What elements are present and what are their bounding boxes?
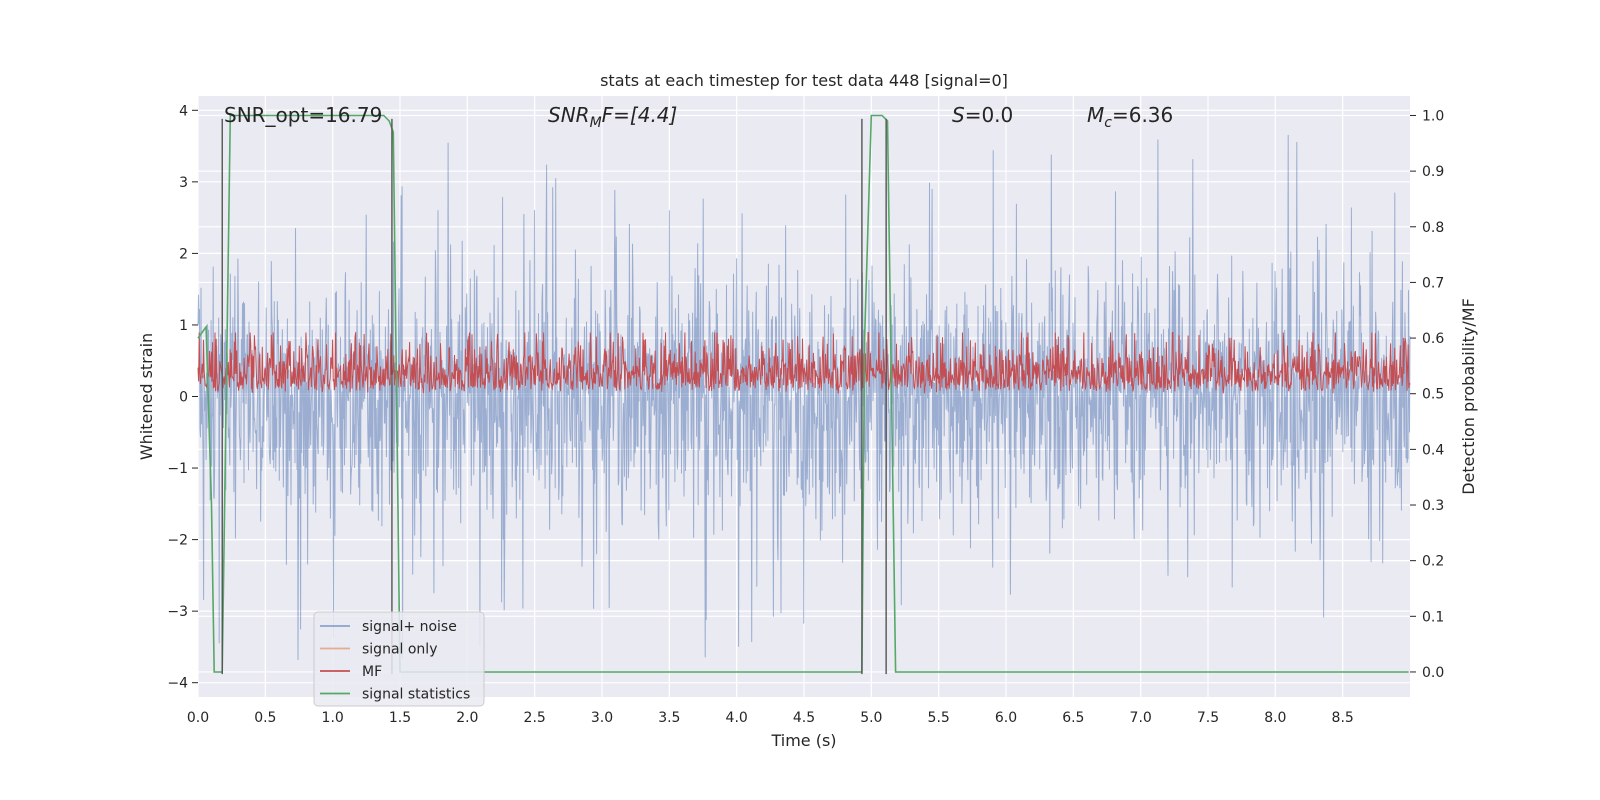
y-tick-label-left: −4	[167, 676, 188, 692]
x-tick-label: 6.0	[995, 710, 1017, 726]
y-axis-label-right: Detection probability/MF	[1459, 298, 1478, 495]
y-tick-label-left: 1	[179, 318, 188, 334]
mc-base: M	[1087, 103, 1104, 127]
x-tick-label: 2.0	[456, 710, 478, 726]
y-tick-label-left: −1	[167, 461, 188, 477]
y-tick-label-left: −3	[167, 604, 188, 620]
annotation-snr-opt: SNR_opt=16.79	[224, 103, 382, 127]
s-label: S	[952, 103, 965, 127]
snr-mf-sub: M	[590, 115, 602, 131]
legend-label: signal+ noise	[362, 619, 457, 635]
x-tick-label: 1.5	[389, 710, 411, 726]
x-tick-label: 8.5	[1332, 710, 1354, 726]
x-tick-label: 4.0	[726, 710, 748, 726]
snr-mf-rest: F=[4.4]	[602, 103, 678, 127]
annotation-mc: Mc=6.36	[1087, 103, 1173, 131]
x-tick-label: 5.0	[860, 710, 882, 726]
y-axis-label-left: Whitened strain	[137, 333, 156, 460]
legend-label: MF	[362, 664, 382, 680]
y-tick-label-left: 3	[179, 175, 188, 191]
x-tick-label: 0.5	[254, 710, 276, 726]
y-tick-label-right: 0.6	[1422, 331, 1444, 347]
chart-title: stats at each timestep for test data 448…	[600, 71, 1008, 90]
y-tick-label-right: 0.4	[1422, 442, 1444, 458]
annotation-s: S=0.0	[952, 103, 1013, 127]
series-layer	[197, 114, 1411, 673]
s-rest: =0.0	[965, 103, 1014, 127]
series-signal-statistics	[197, 114, 1409, 673]
y-tick-label-right: 1.0	[1422, 108, 1444, 124]
y-tick-label-right: 0.1	[1422, 609, 1444, 625]
y-tick-label-right: 0.0	[1422, 665, 1444, 681]
y-tick-label-right: 0.5	[1422, 387, 1444, 403]
y-tick-label-left: 0	[179, 390, 188, 406]
x-tick-label: 3.5	[658, 710, 680, 726]
x-tick-label: 6.5	[1062, 710, 1084, 726]
y-tick-label-right: 0.3	[1422, 498, 1444, 514]
x-tick-label: 7.5	[1197, 710, 1219, 726]
y-tick-label-right: 0.9	[1422, 164, 1444, 180]
mc-rest: =6.36	[1112, 103, 1173, 127]
x-tick-label: 4.5	[793, 710, 815, 726]
vertical-markers	[221, 118, 887, 675]
y-tick-label-right: 0.2	[1422, 554, 1444, 570]
x-tick-label: 5.5	[928, 710, 950, 726]
legend-label: signal only	[362, 642, 437, 658]
y-tick-label-right: 0.8	[1422, 220, 1444, 236]
x-tick-label: 8.0	[1264, 710, 1286, 726]
y-tick-label-left: 2	[179, 246, 188, 262]
y-tick-label-left: 4	[179, 103, 188, 119]
annotation-snr-mf: SNRMF=[4.4]	[548, 103, 677, 131]
axes: 0.0 0.5 1.0 1.5 2.0 2.5 3.0 3.5 4.0 4.5 5.0 5.5 6.0 6…	[167, 103, 1444, 726]
snr-mf-base: SNR	[548, 103, 590, 127]
legend: signal+ noise signal only MF signal statist…	[313, 611, 485, 707]
x-tick-label: 7.0	[1130, 710, 1152, 726]
x-axis-label: Time (s)	[770, 731, 836, 750]
x-tick-label: 2.5	[524, 710, 546, 726]
x-tick-label: 0.0	[187, 710, 209, 726]
mc-sub: c	[1104, 115, 1112, 131]
legend-box	[313, 611, 485, 707]
x-tick-label: 1.0	[322, 710, 344, 726]
x-tick-label: 3.0	[591, 710, 613, 726]
series-mf	[197, 332, 1411, 394]
y-tick-label-left: −2	[167, 533, 188, 549]
legend-label: signal statistics	[362, 687, 470, 703]
y-tick-label-right: 0.7	[1422, 275, 1444, 291]
